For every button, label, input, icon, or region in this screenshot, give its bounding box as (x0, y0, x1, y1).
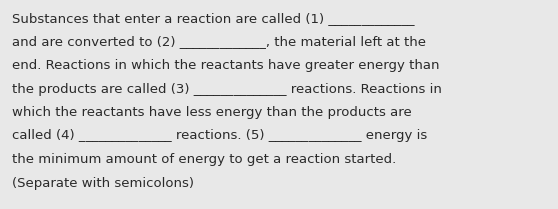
Text: the products are called (3) ______________ reactions. Reactions in: the products are called (3) ____________… (12, 83, 442, 96)
Text: the minimum amount of energy to get a reaction started.: the minimum amount of energy to get a re… (12, 153, 396, 166)
Text: end. Reactions in which the reactants have greater energy than: end. Reactions in which the reactants ha… (12, 59, 440, 72)
Text: (Separate with semicolons): (Separate with semicolons) (12, 176, 194, 190)
Text: which the reactants have less energy than the products are: which the reactants have less energy tha… (12, 106, 412, 119)
Text: and are converted to (2) _____________, the material left at the: and are converted to (2) _____________, … (12, 36, 426, 48)
Text: called (4) ______________ reactions. (5) ______________ energy is: called (4) ______________ reactions. (5)… (12, 130, 427, 143)
Text: Substances that enter a reaction are called (1) _____________: Substances that enter a reaction are cal… (12, 12, 415, 25)
